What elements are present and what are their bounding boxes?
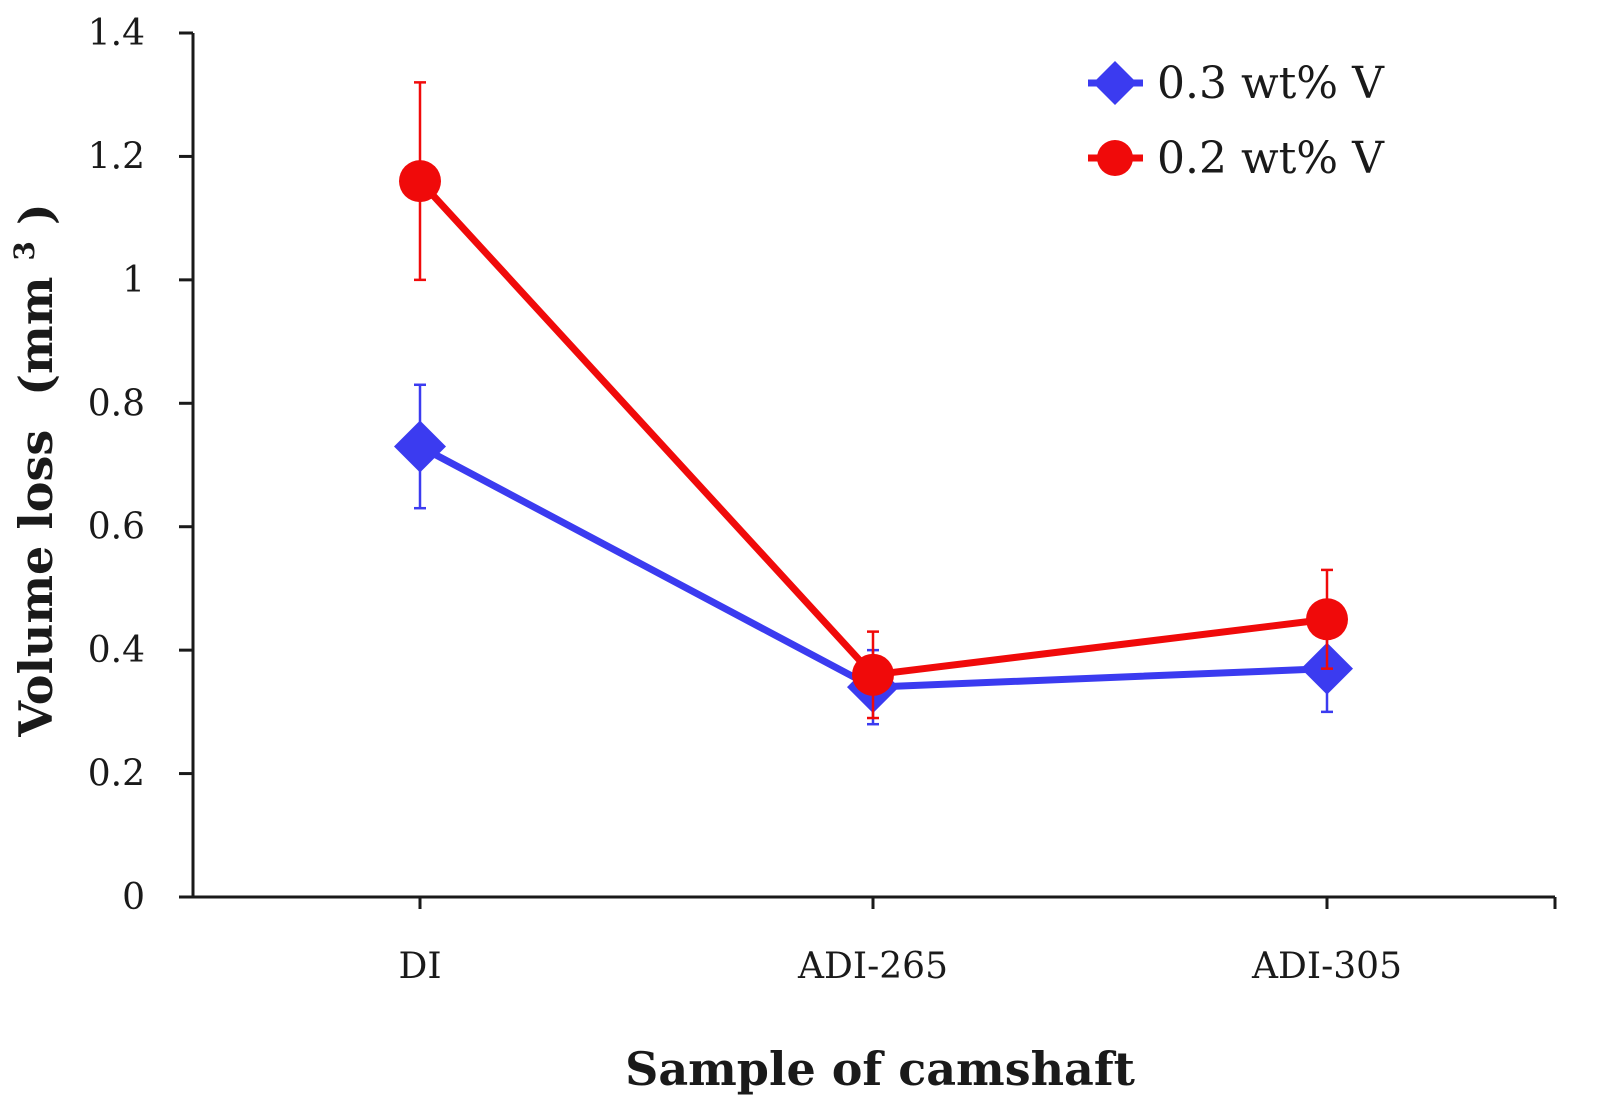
y-axis-title: Volume loss (mm 3 )	[0, 203, 63, 737]
x-ticks: DI ADI-265 ADI-305	[398, 897, 1402, 987]
legend-marker	[1093, 61, 1137, 105]
legend-item: 0.2 wt% V	[1088, 133, 1385, 184]
legend-item: 0.3 wt% V	[1088, 58, 1385, 109]
legend: 0.3 wt% V 0.2 wt% V	[1088, 58, 1385, 184]
series-layer	[394, 81, 1353, 726]
y-ticks: 0 0.2 0.4 0.6 0.8 1 1.2 1.4	[88, 13, 193, 918]
data-point	[1306, 598, 1348, 641]
y-axis-title-unit-sup: 3	[8, 241, 41, 260]
y-tick-label: 1.2	[88, 136, 145, 177]
data-point	[852, 653, 894, 696]
y-tick-label: 0	[122, 877, 145, 918]
legend-label: 0.2 wt% V	[1157, 133, 1385, 184]
y-axis-title-unit-close: )	[9, 203, 63, 225]
y-tick-label: 1	[122, 260, 145, 301]
y-axis-title-main: Volume loss	[9, 430, 63, 738]
legend-marker	[1097, 140, 1133, 176]
y-tick-label: 0.4	[88, 630, 145, 671]
x-tick-label: ADI-265	[797, 946, 948, 987]
legend-label: 0.3 wt% V	[1157, 58, 1385, 109]
x-tick-label: ADI-305	[1251, 946, 1402, 987]
series-2	[399, 81, 1348, 720]
y-tick-label: 0.8	[88, 383, 145, 424]
data-point	[399, 160, 441, 203]
data-point	[394, 420, 446, 473]
y-axis-title-unit: (mm	[9, 277, 63, 396]
y-tick-label: 0.6	[88, 507, 145, 548]
y-tick-label: 1.4	[88, 13, 145, 54]
y-tick-label: 0.2	[88, 754, 145, 795]
x-axis-title: Sample of camshaft	[625, 1042, 1136, 1096]
x-tick-label: DI	[398, 946, 441, 987]
series-line	[417, 178, 1328, 679]
